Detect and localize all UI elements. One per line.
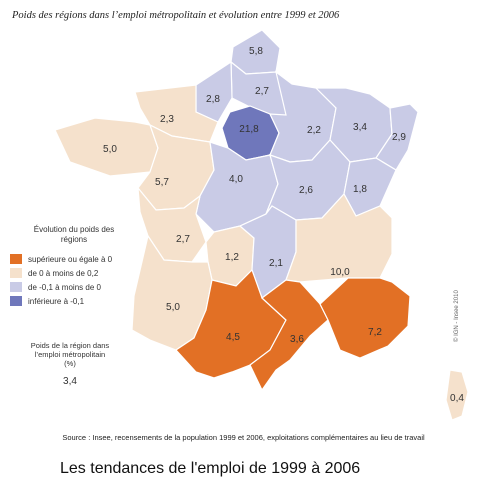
region-corse [445, 369, 469, 421]
france-regions-map: 5,8 2,7 2,8 21,8 2,3 5,0 5,7 4,0 2,2 3,4 2,9 2,6 1,8… [54, 29, 469, 421]
region-provence-alpes-cote-d-azur [319, 277, 411, 359]
region-value-ile-de-france: 21,8 [239, 124, 259, 135]
size-legend-title: Poids de la région dans l’emploi métropo… [30, 341, 110, 368]
region-languedoc-roussillon [249, 279, 329, 392]
region-value-pays-de-la-loire: 5,7 [155, 177, 169, 188]
region-value-auvergne: 2,1 [269, 258, 283, 269]
region-haute-normandie [195, 60, 233, 123]
legend-item-positive: supérieure ou égale à 0 [10, 254, 112, 264]
region-value-limousin: 1,2 [225, 252, 239, 263]
map-title: Poids des régions dans l’emploi métropol… [12, 10, 340, 21]
map-credit: © IGN - Insee 2010 [454, 290, 460, 342]
region-value-franche-comte: 1,8 [353, 184, 367, 195]
region-value-bourgogne: 2,6 [299, 185, 313, 196]
legend-swatch [10, 282, 22, 292]
caption: Les tendances de l'emploi de 1999 à 2006 [60, 460, 361, 477]
region-value-lorraine: 3,4 [353, 122, 367, 133]
region-value-poitou-charentes: 2,7 [176, 234, 190, 245]
legend-title: Évolution du poids des régions [33, 225, 115, 244]
region-value-rhone-alpes: 10,0 [330, 267, 350, 278]
legend-label: inférieure à -0,1 [28, 296, 85, 306]
legend-item-slight-negative: de -0,1 à moins de 0 [10, 282, 101, 292]
region-value-corse: 0,4 [450, 393, 464, 404]
region-value-languedoc-roussillon: 3,6 [290, 334, 304, 345]
legend-label: de -0,1 à moins de 0 [28, 282, 101, 292]
legend-item-slight-positive: de 0 à moins de 0,2 [10, 268, 98, 278]
region-value-centre: 4,0 [229, 174, 243, 185]
legend-label: de 0 à moins de 0,2 [28, 268, 99, 278]
region-value-aquitaine: 5,0 [166, 302, 180, 313]
legend-item-negative: inférieure à -0,1 [10, 296, 84, 306]
map-panel: Poids des régions dans l’emploi métropol… [10, 10, 469, 442]
region-value-nord-pas-de-calais: 5,8 [249, 46, 263, 57]
region-value-basse-normandie: 2,3 [160, 114, 174, 125]
size-legend-value: 3,4 [63, 376, 77, 387]
region-value-bretagne: 5,0 [103, 144, 117, 155]
region-value-midi-pyrenees: 4,5 [226, 332, 240, 343]
legend-label: supérieure ou égale à 0 [28, 254, 113, 264]
legend-swatch [10, 268, 22, 278]
source-note: Source : Insee, recensements de la popul… [62, 433, 425, 442]
region-alsace [375, 103, 419, 171]
region-value-alsace: 2,9 [392, 132, 406, 143]
region-value-haute-normandie: 2,8 [206, 94, 220, 105]
region-value-provence-alpes-cote-d-azur: 7,2 [368, 327, 382, 338]
region-value-champagne-ardenne: 2,2 [307, 125, 321, 136]
legend-swatch [10, 296, 22, 306]
region-value-picardie: 2,7 [255, 86, 269, 97]
legend-swatch [10, 254, 22, 264]
